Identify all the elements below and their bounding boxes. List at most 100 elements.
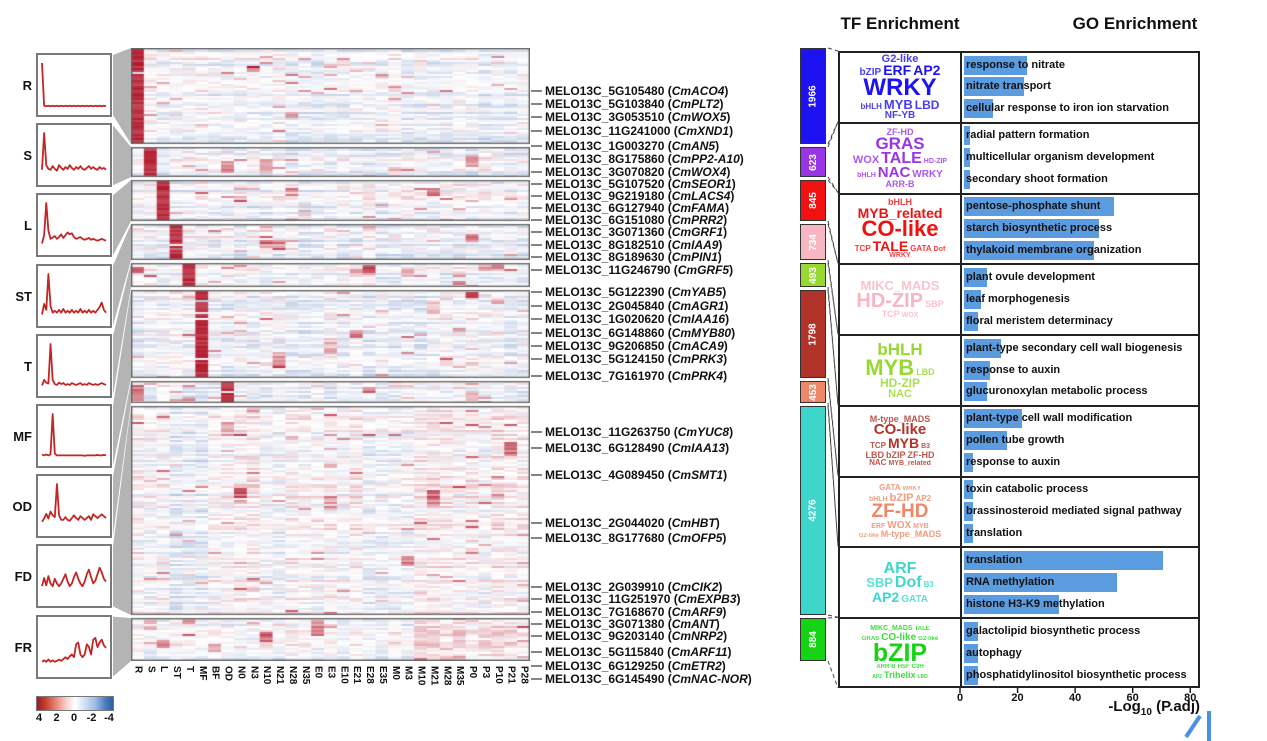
eigengene-plot-s xyxy=(36,123,112,188)
cluster-size-value: 734 xyxy=(807,233,819,251)
gene-label: MELO13C_1G003270 (CmAN5) xyxy=(545,139,720,153)
go-term-label: response to auxin xyxy=(966,363,1061,376)
colorbar-tick: 2 xyxy=(53,712,60,724)
cluster-size-bar-s: 623 xyxy=(800,147,826,177)
tf-word: ZF-HD xyxy=(907,449,935,460)
go-bar xyxy=(964,289,982,309)
cluster-connector-line xyxy=(827,179,839,193)
tf-word: bHLH xyxy=(888,197,912,208)
tf-word: SBP xyxy=(925,298,944,309)
go-term-label: plant-type secondary cell wall biogenesi… xyxy=(966,341,1183,354)
eigengene-line xyxy=(41,202,107,245)
tf-word: bHLH xyxy=(860,102,882,112)
go-term-label: phosphatidylinositol biosynthetic proces… xyxy=(966,668,1187,681)
go-term-label: autophagy xyxy=(966,646,1022,659)
tf-word: ARF xyxy=(883,559,917,577)
tf-wordcloud-line: ERF WOX MYB xyxy=(870,519,929,531)
tf-word: MYB xyxy=(887,435,920,452)
tf-word: WOX xyxy=(887,519,912,531)
ribbon-connector xyxy=(113,263,131,396)
tf-word: G2-like xyxy=(858,533,879,540)
column-label-e3: E3 xyxy=(325,666,337,679)
tf-wordcloud-line: AP2 GATA xyxy=(871,590,929,605)
tf-wordcloud-line: bHLH NAC WRKY xyxy=(856,166,944,181)
tf-wordcloud-l: bHLH MYB_related CO-like TCP TALE GATA Dof WRKY xyxy=(840,195,960,264)
go-bar xyxy=(964,572,1117,592)
tf-word: WOX xyxy=(901,312,919,320)
tf-wordcloud-line: LBD bZIP ZF-HD xyxy=(865,449,936,460)
eigengene-plot-t xyxy=(36,333,112,398)
go-bar xyxy=(964,594,1059,614)
colorbar-tick: 0 xyxy=(70,712,78,724)
tf-word: GATA xyxy=(879,483,901,493)
tf-wordcloud-line: MYB LBD xyxy=(864,356,935,378)
gene-label: MELO13C_5G105480 (CmACO4) xyxy=(545,84,729,98)
gene-label: MELO13C_6G145490 (CmNAC-NOR) xyxy=(545,672,752,686)
column-label-p3: P3 xyxy=(479,666,491,679)
tf-wordcloud-line: bHLH MYB LBD xyxy=(860,98,941,113)
go-term-label: pollen tube growth xyxy=(966,434,1065,447)
column-label-e10: E10 xyxy=(338,666,350,684)
colorbar-tick: -2 xyxy=(86,712,97,724)
enrichment-row-s: ZF-HD GRAS WOX TALE HD-ZIP bHLH NAC WRKY ARR-B ra… xyxy=(838,121,1200,193)
cluster-connector-line xyxy=(827,121,839,148)
eigengene-line xyxy=(41,342,107,386)
tf-word: MYB_related xyxy=(888,459,931,467)
go-cell: pentose-phosphate shunt starch biosynthet… xyxy=(960,194,1204,264)
tf-word: bHLH xyxy=(857,172,876,180)
cluster-size-bar-fr: 884 xyxy=(800,618,826,661)
tf-word: TCP xyxy=(881,309,900,320)
gene-label: MELO13C_9G219180 (CmLACS4) xyxy=(545,189,735,203)
module-label-od: OD xyxy=(12,499,33,515)
gene-label: MELO13C_6G128490 (CmIAA13) xyxy=(545,441,730,455)
module-label-l: L xyxy=(24,218,32,234)
tf-word: CO-like xyxy=(881,631,917,643)
tf-wordcloud-line: GATA WRKY xyxy=(878,484,922,493)
column-label-n28: N28 xyxy=(286,666,298,685)
tf-word: bZIP xyxy=(889,491,914,504)
column-label-p0: P0 xyxy=(467,666,479,679)
tf-word: bZIP xyxy=(872,639,928,668)
gene-label: MELO13C_5G103840 (CmPLT2) xyxy=(545,97,724,111)
cluster-connector-line xyxy=(827,402,839,547)
tf-word: bZIP xyxy=(886,449,906,460)
column-label-n21: N21 xyxy=(274,666,286,685)
module-label-fr: FR xyxy=(14,639,32,655)
tf-word: LBD xyxy=(914,98,940,113)
cluster-size-bar-t: 493 xyxy=(800,263,826,287)
tf-word: WRKY xyxy=(902,486,921,493)
go-term-label: floral meristem determinacy xyxy=(966,314,1113,327)
tf-word: LBD xyxy=(917,673,928,680)
tf-word: TCP xyxy=(869,441,886,451)
tf-wordcloud-r: G2-like bZIP ERF AP2 WRKY bHLH MYB LBD NF-YB xyxy=(840,53,960,122)
column-label-e21: E21 xyxy=(351,666,363,684)
tf-wordcloud-mf: M-type_MADS CO-like TCP MYB B3 LBD bZIP ZF-HD NA… xyxy=(840,407,960,476)
column-label-m28: M28 xyxy=(441,666,453,686)
ribbon-connector xyxy=(113,616,131,677)
tf-wordcloud-line: CO-like xyxy=(860,218,939,240)
gene-label: MELO13C_11G263750 (CmYUC8) xyxy=(545,425,734,439)
tf-word: GRAS xyxy=(875,134,925,154)
go-cell: galactolipid biosynthetic process autopha… xyxy=(960,619,1204,686)
cluster-connector-line xyxy=(827,220,839,264)
cluster-size-bar-od: 453 xyxy=(800,381,826,403)
go-bar xyxy=(964,55,1028,75)
cluster-size-value: 1966 xyxy=(807,84,819,108)
go-term-label: secondary shoot formation xyxy=(966,173,1108,186)
module-label-mf: MF xyxy=(13,429,32,444)
enrichment-row-l: bHLH MYB_related CO-like TCP TALE GATA Dof WRKY… xyxy=(838,192,1200,264)
tf-word: TCP xyxy=(854,243,871,253)
gene-label: MELO13C_2G039910 (CmCIK2) xyxy=(545,580,723,594)
cluster-connector-line xyxy=(827,377,839,476)
gene-label: MELO13C_3G070820 (CmWOX4) xyxy=(545,165,731,179)
tf-word: ARR-B xyxy=(885,179,915,190)
go-term-label: glucuronoxylan metabolic process xyxy=(966,385,1148,398)
tf-wordcloud-od: GATA WRKY bHLH bZIP AP2 ZF-HD ERF WOX MYB G2-like… xyxy=(840,478,960,547)
column-label-m35: M35 xyxy=(454,666,466,686)
tf-word: HSF xyxy=(897,664,910,671)
go-term-label: translation xyxy=(966,553,1023,566)
tf-word: LBD xyxy=(865,449,885,460)
tf-word: NF-YB xyxy=(884,110,916,122)
watermark-mark xyxy=(1184,714,1202,739)
gene-label: MELO13C_6G127940 (CmFAMA) xyxy=(545,201,730,215)
